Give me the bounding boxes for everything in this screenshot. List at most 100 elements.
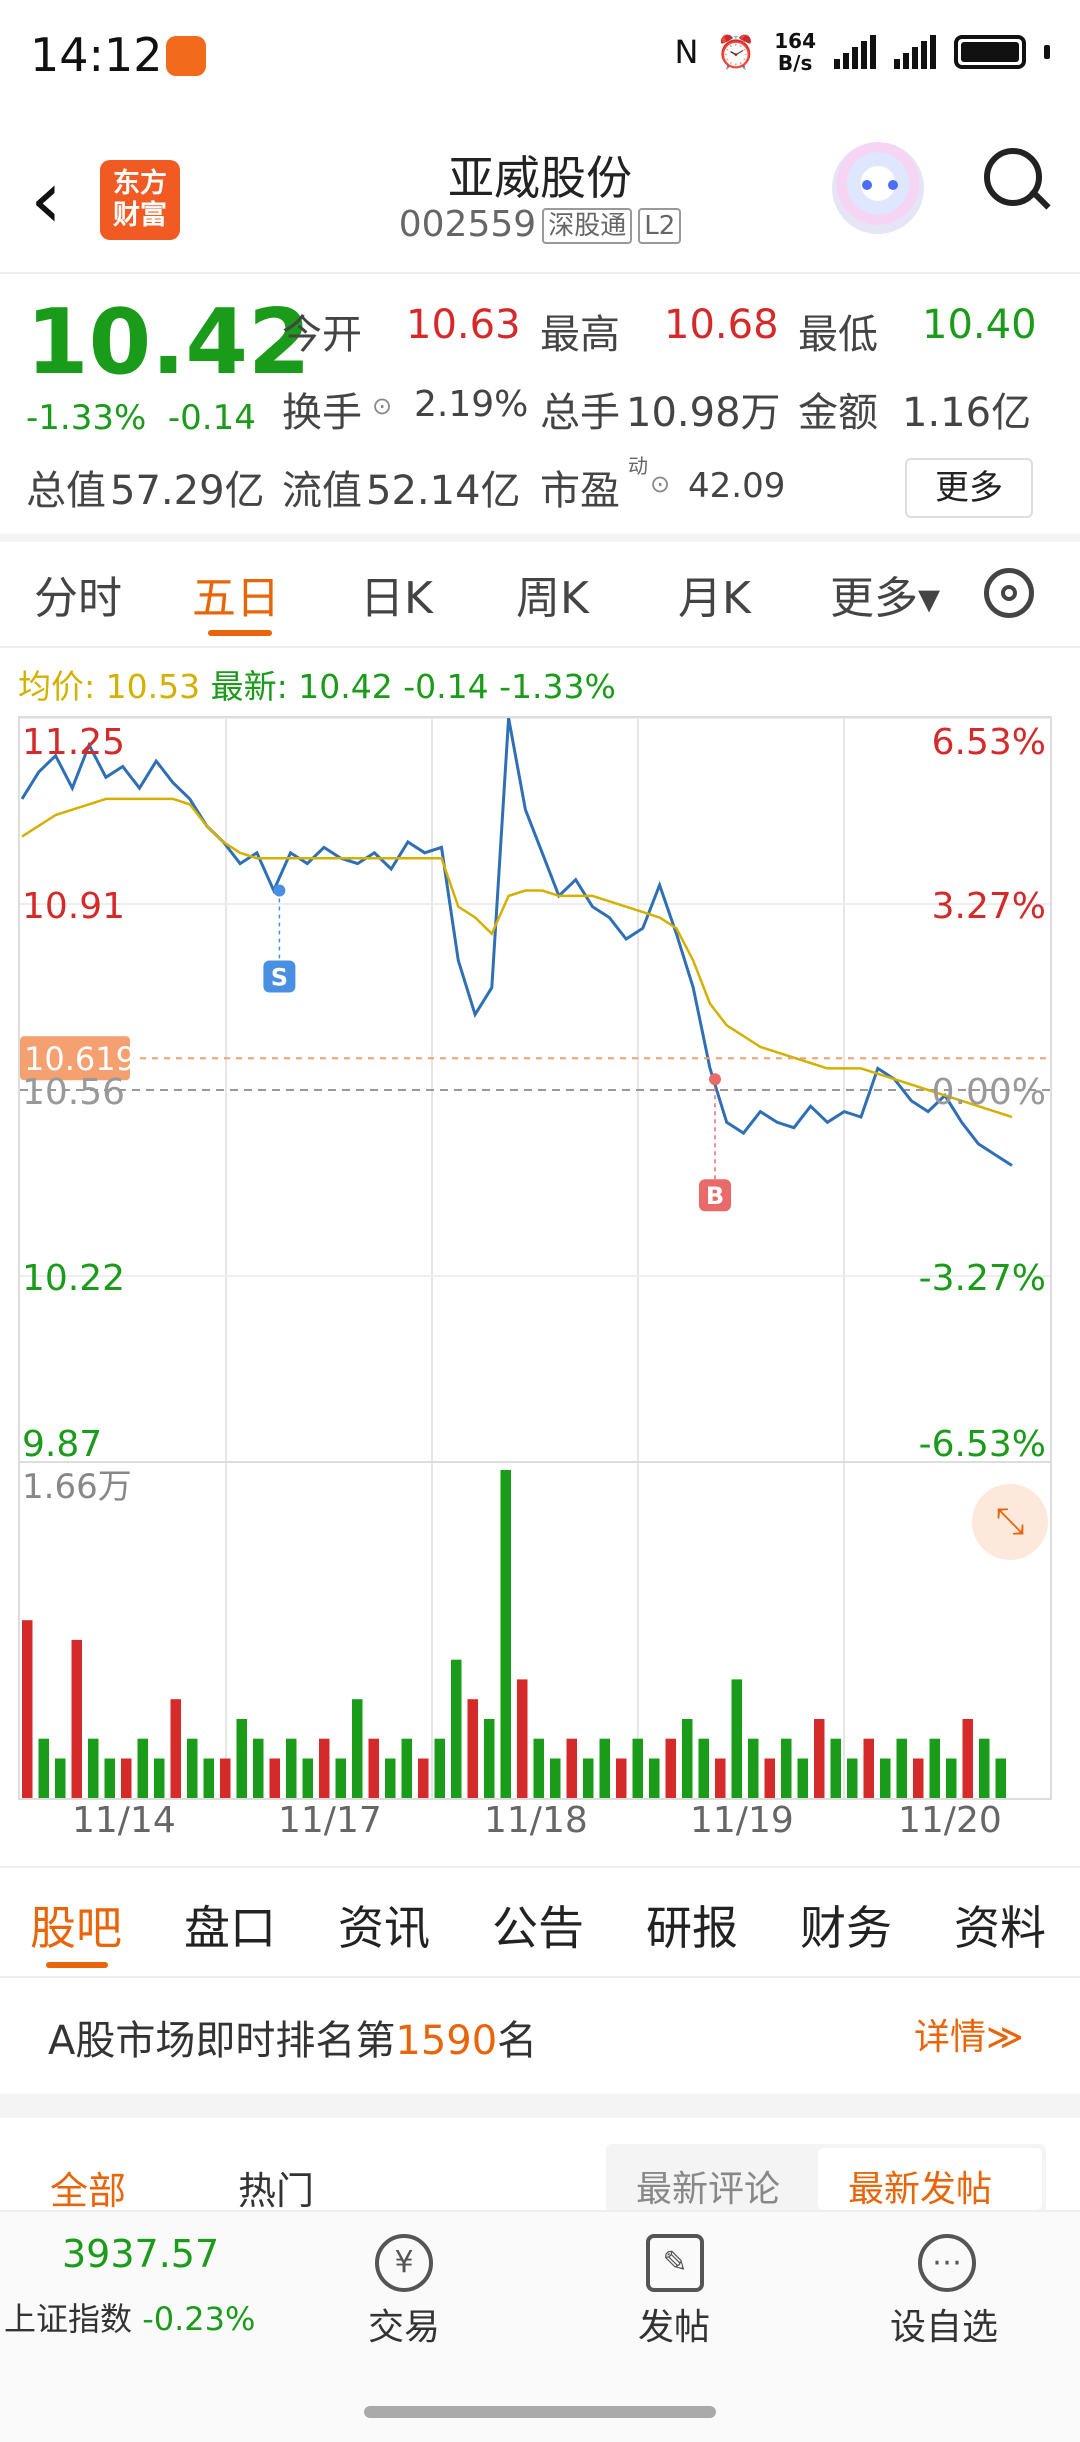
amount-value: 1.16亿 [902,390,1032,436]
alarm-icon: ⏰ [716,33,757,71]
sell-marker-badge [263,960,296,993]
tab-profile[interactable]: 资料 [954,1901,1046,1955]
header-divider [0,272,1080,274]
tab-research[interactable]: 研报 [646,1901,738,1955]
volume-bar [764,1758,775,1798]
volume-bar [484,1719,495,1798]
robot-eye-right [888,180,898,190]
volume-bar [814,1719,825,1798]
volume-bar [979,1738,990,1798]
volume-bar [286,1738,297,1798]
pe-info-icon[interactable]: ⊙ [650,470,671,498]
expand-chart-icon[interactable]: ⤡ [972,1484,1048,1560]
y-label-right: 3.27% [932,886,1046,927]
sell-marker-dot [273,884,286,897]
tab-weekly-k[interactable]: 周K [516,573,589,624]
volume-bar [319,1738,330,1798]
index-value[interactable]: 3937.57 [62,2232,220,2276]
stock-code-row: 002559 深股通 L2 [0,204,1080,245]
home-indicator [364,2406,716,2418]
tab-guba[interactable]: 股吧 [30,1901,122,1955]
post-label[interactable]: 发帖 [638,2307,711,2348]
x-label: 11/14 [72,1800,176,1841]
chart-legend: 均价: 10.53 最新: 10.42 -0.14 -1.33% [18,660,616,708]
volume-bar [121,1758,132,1798]
volume-bar [88,1738,99,1798]
volume-bar [847,1758,858,1798]
section-separator [0,2094,1080,2118]
sell-marker-label: S [271,964,288,992]
tab-more[interactable]: 更多▾ [830,573,941,624]
rank-detail-link[interactable]: 详情≫ [914,2017,1024,2058]
battery-nub [1044,45,1050,59]
pe-sup: 动 [628,454,648,478]
tab-intraday[interactable]: 分时 [34,573,122,624]
volume-bar [269,1758,280,1798]
volume-bar [863,1738,874,1798]
tab-daily-k[interactable]: 日K [360,573,433,624]
assistant-robot-icon[interactable] [832,142,924,234]
volume-bar [698,1738,709,1798]
float-value: 52.14亿 [366,468,521,514]
robot-eye-left [862,180,872,190]
tab-news[interactable]: 资讯 [338,1901,430,1955]
trade-icon[interactable]: ¥ [375,2234,433,2292]
latest-change-pct: -1.33% [499,667,616,706]
tab-finance[interactable]: 财务 [800,1901,892,1955]
y-label-left: 10.91 [22,886,125,927]
sort-latest-comment[interactable]: 最新评论 [636,2169,781,2210]
app-logo[interactable]: 东方 财富 [100,160,180,240]
buy-marker-label: B [706,1182,724,1210]
btabs-divider [0,1976,1080,1978]
volume-bar [187,1738,198,1798]
index-info[interactable]: 上证指数 -0.23% [4,2300,256,2338]
search-icon[interactable] [984,148,1042,206]
info-icon[interactable]: ⊙ [372,392,393,420]
back-icon[interactable]: ‹ [30,153,62,246]
hk-connect-tag: 深股通 [542,208,633,244]
battery-icon [954,35,1026,69]
low-value: 10.40 [922,302,1037,348]
volume-bar [649,1758,660,1798]
volume-bar [566,1738,577,1798]
latest-value: 10.42 [298,667,393,706]
status-icons: N ⏰ 164 B/s [674,30,1050,74]
volume-bar [71,1639,82,1798]
more-dots-icon[interactable]: ⋯ [918,2234,976,2292]
sort-latest-post[interactable]: 最新发帖 [848,2169,993,2210]
avg-price-line [21,797,1013,1119]
signal-icon [834,35,876,69]
volume-bar [665,1738,676,1798]
filter-all[interactable]: 全部 [50,2169,127,2213]
latest-change: -0.14 [403,667,489,706]
tab-five-day[interactable]: 五日 [192,573,280,624]
settings-gear-icon[interactable] [984,568,1034,618]
volume-bar [352,1699,363,1798]
volume-label: 总手 [540,390,620,436]
tab-announcements[interactable]: 公告 [492,1901,584,1955]
y-label-left: 11.25 [22,722,125,763]
current-price-tag [20,1036,130,1081]
five-day-chart[interactable]: 10.619 11.25 10.91 10.56 10.22 9.87 6.53% 3.27%… [18,716,1052,1800]
compose-icon[interactable]: ✎ [646,2234,704,2292]
volume-bar [781,1738,792,1798]
net-speed: 164 B/s [774,29,816,75]
status-time: 14:12 [30,28,163,82]
trade-label[interactable]: 交易 [368,2307,441,2348]
y-label-right: 0.00% [932,1072,1046,1113]
mktcap-label: 总值 [26,468,106,514]
signal-icon-2 [894,35,936,69]
filter-hot[interactable]: 热门 [238,2169,315,2213]
volume-bar [583,1758,594,1798]
tabs-divider [0,646,1080,648]
tab-pankou[interactable]: 盘口 [184,1901,276,1955]
current-price-label: 10.619 [24,1040,136,1078]
more-button[interactable]: 更多 [905,458,1033,518]
volume-bar [616,1758,627,1798]
tab-monthly-k[interactable]: 月K [678,573,751,624]
volume-bar [368,1738,379,1798]
y-label-left: 9.87 [22,1424,102,1465]
volume-bar [748,1738,759,1798]
quote-divider [0,534,1080,542]
watchlist-label[interactable]: 设自选 [890,2307,999,2348]
